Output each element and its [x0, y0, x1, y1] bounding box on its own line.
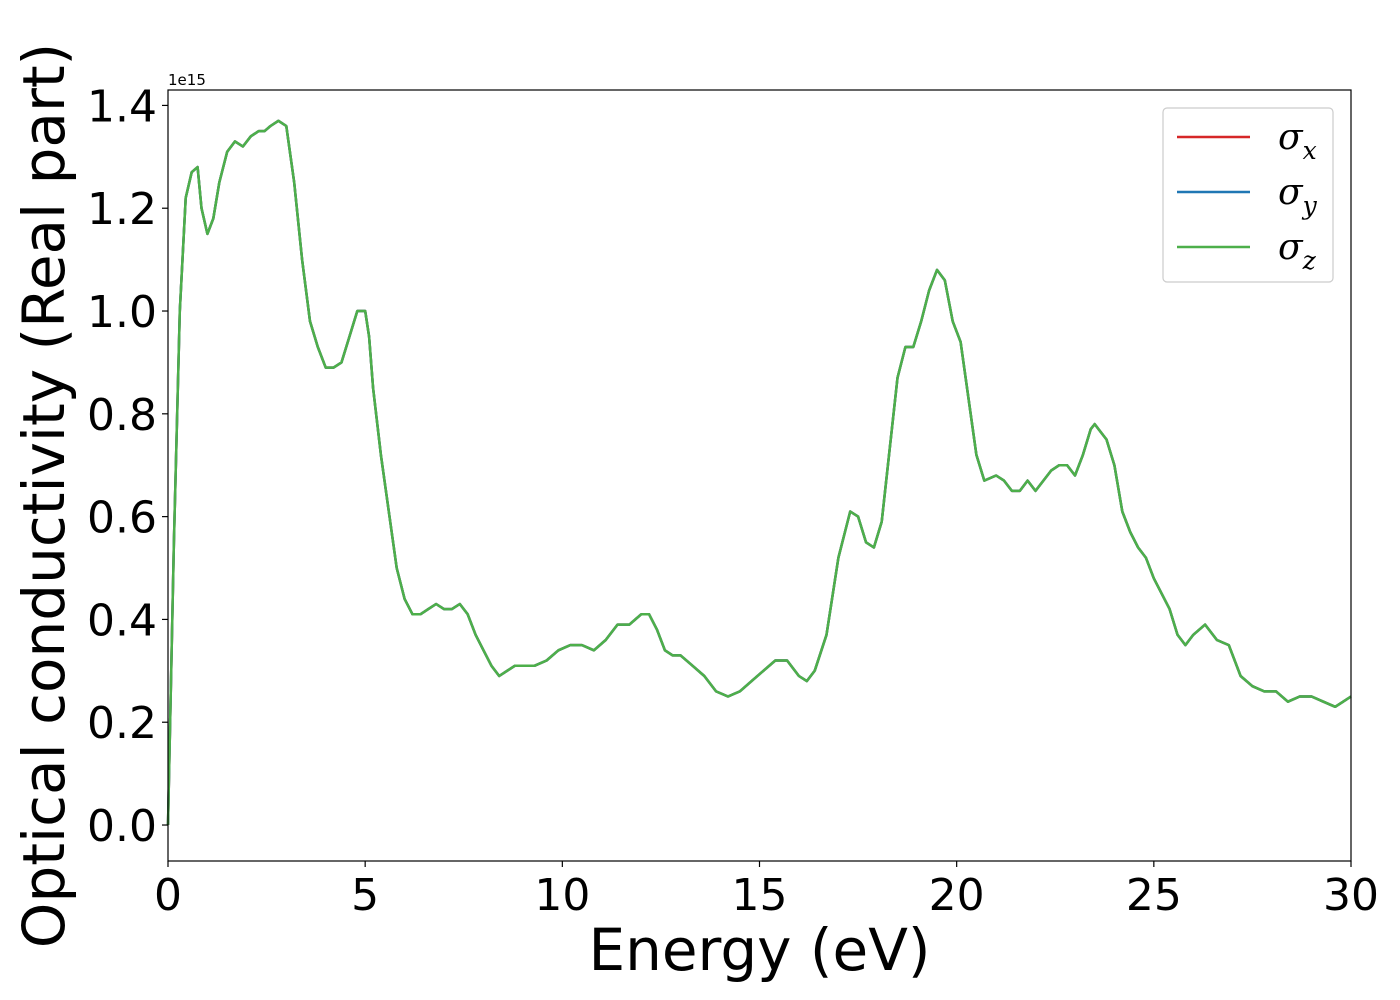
series-layer	[166, 119, 1352, 826]
y-axis-ticks: 0.0 0.2 0.4 0.6 0.8 1.0 1.2 1.4	[87, 81, 168, 852]
x-tick-label: 5	[351, 870, 379, 921]
x-axis-ticks: 0 5 10 15 20 25 30	[154, 861, 1379, 921]
x-tick-label: 15	[732, 870, 788, 921]
y-tick-label: 0.2	[87, 698, 157, 749]
y-tick-label: 1.2	[87, 184, 157, 235]
y-axis-label: Optical conductivity (Real part)	[10, 43, 78, 948]
y-axis-offset-text: 1e15	[168, 71, 206, 89]
series-line-z	[166, 119, 1352, 826]
x-tick-label: 30	[1323, 870, 1379, 921]
legend-label-y: σy	[1278, 172, 1318, 220]
y-tick-label: 0.0	[87, 801, 157, 852]
legend-label-x: σx	[1278, 117, 1317, 165]
y-tick-label: 1.4	[87, 81, 157, 132]
x-tick-label: 25	[1126, 870, 1182, 921]
legend-box	[1162, 107, 1334, 283]
x-tick-label: 20	[929, 870, 985, 921]
y-tick-label: 0.8	[87, 390, 157, 441]
y-tick-label: 0.4	[87, 595, 157, 646]
x-tick-label: 10	[534, 870, 590, 921]
legend: σx σy σz	[1162, 107, 1334, 283]
x-axis-label: Energy (eV)	[588, 916, 930, 984]
y-tick-label: 1.0	[87, 287, 157, 338]
x-tick-label: 0	[154, 870, 182, 921]
y-tick-label: 0.6	[87, 493, 157, 544]
legend-label-z: σz	[1278, 227, 1317, 275]
